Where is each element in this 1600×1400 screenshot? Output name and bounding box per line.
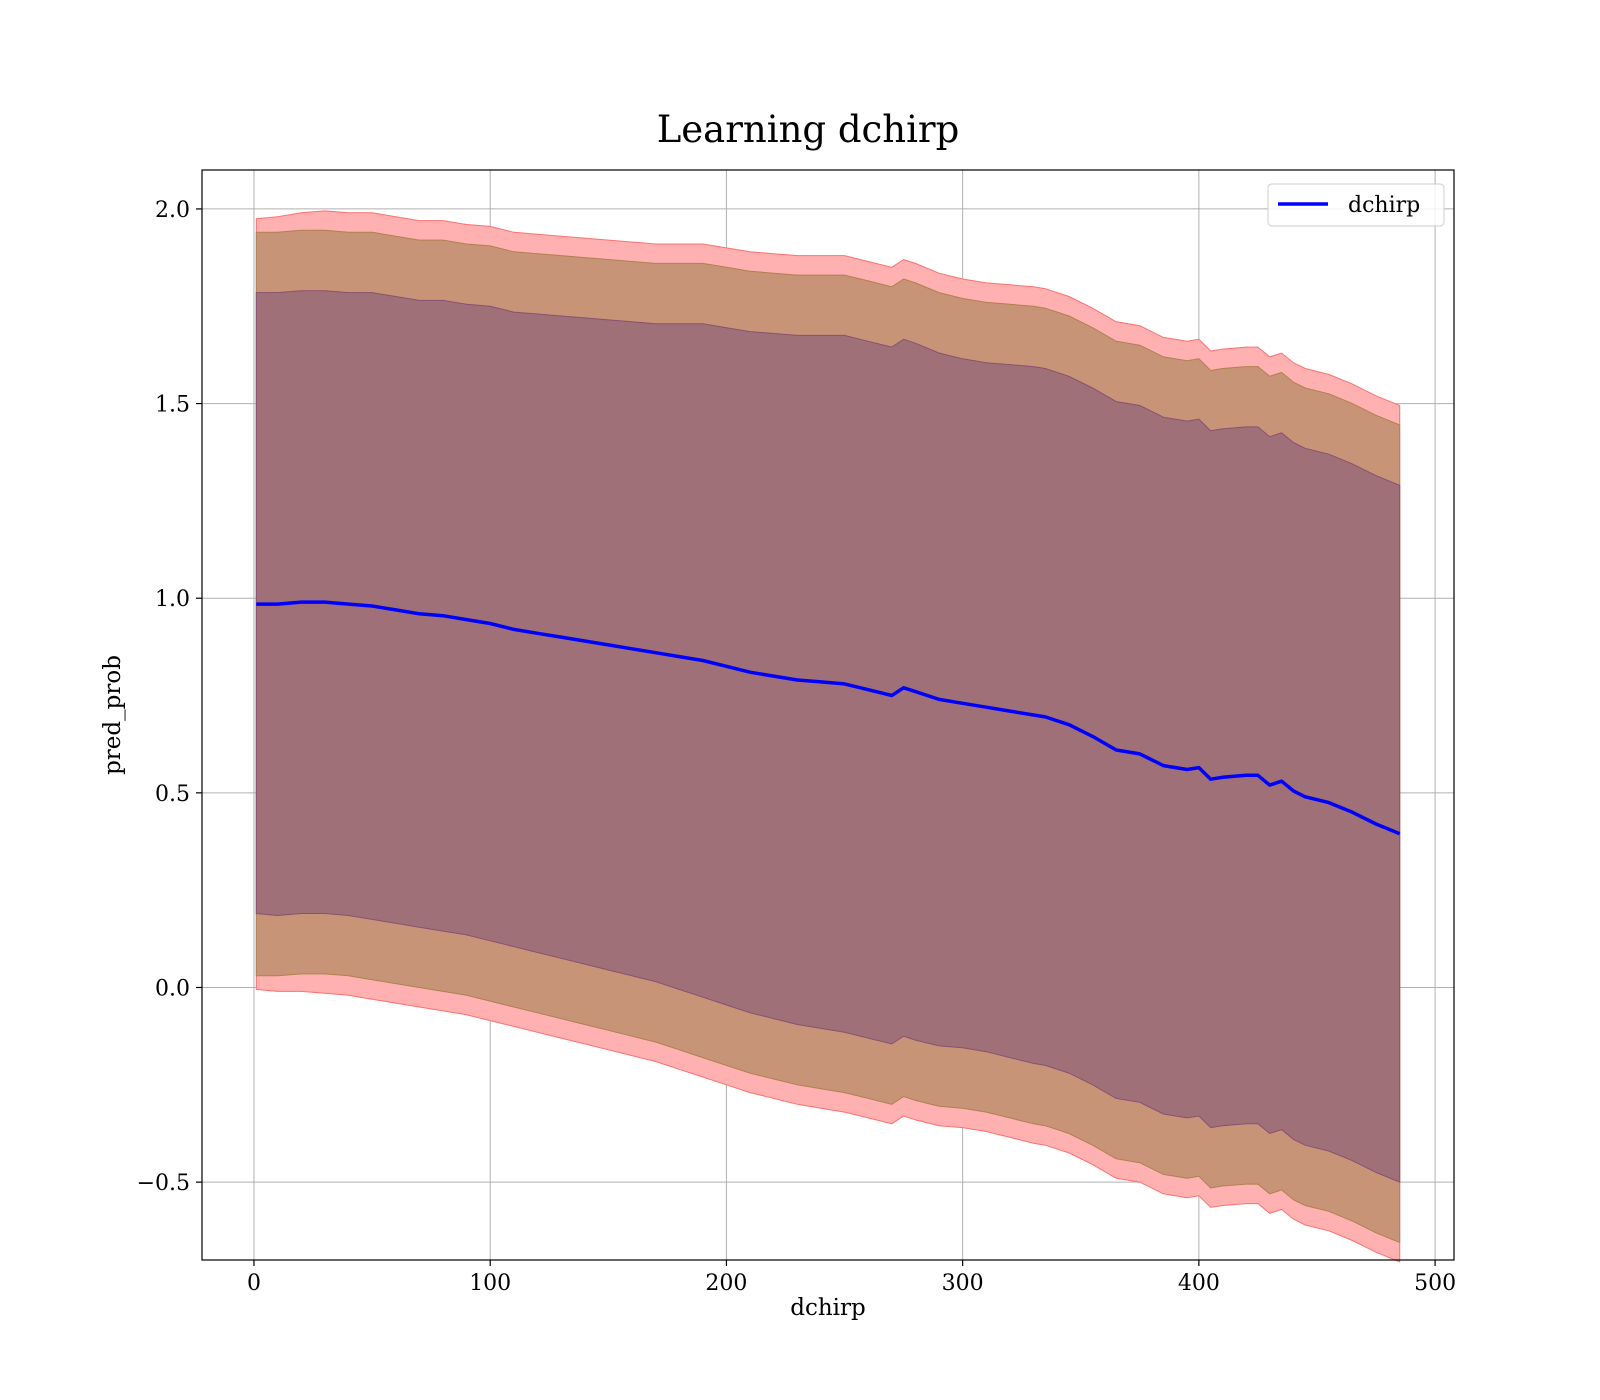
legend-label-dchirp: dchirp xyxy=(1348,193,1420,218)
y-axis-label: pred_prob xyxy=(100,655,126,775)
x-axis-label: dchirp xyxy=(790,1295,866,1321)
y-tick-label: 0.5 xyxy=(155,782,190,807)
x-tick-label: 300 xyxy=(942,1271,984,1296)
confidence-bands xyxy=(255,210,1401,1263)
y-axis-ticks: −0.5 0.0 0.5 1.0 1.5 2.0 xyxy=(137,198,202,1196)
y-tick-label: −0.5 xyxy=(137,1171,190,1196)
legend-box xyxy=(1267,183,1445,227)
chart-title: Learning dchirp xyxy=(657,108,960,151)
x-tick-label: 0 xyxy=(247,1271,261,1296)
plot-frame xyxy=(201,169,1455,1261)
x-tick-label: 100 xyxy=(469,1271,511,1296)
series-lines xyxy=(256,600,1401,836)
band-1-sigma xyxy=(255,290,1401,1183)
y-tick-label: 1.0 xyxy=(155,587,190,612)
y-tick-label: 0.0 xyxy=(155,977,190,1002)
y-tick-label: 2.0 xyxy=(155,198,190,223)
x-tick-label: 200 xyxy=(705,1271,747,1296)
x-tick-label: 400 xyxy=(1178,1271,1220,1296)
legend: dchirp xyxy=(1267,183,1445,227)
x-tick-label: 500 xyxy=(1414,1271,1456,1296)
x-axis-ticks: 0 100 200 300 400 500 xyxy=(247,1260,1456,1296)
y-tick-label: 1.5 xyxy=(155,393,190,418)
series-line-dchirp xyxy=(256,600,1401,836)
